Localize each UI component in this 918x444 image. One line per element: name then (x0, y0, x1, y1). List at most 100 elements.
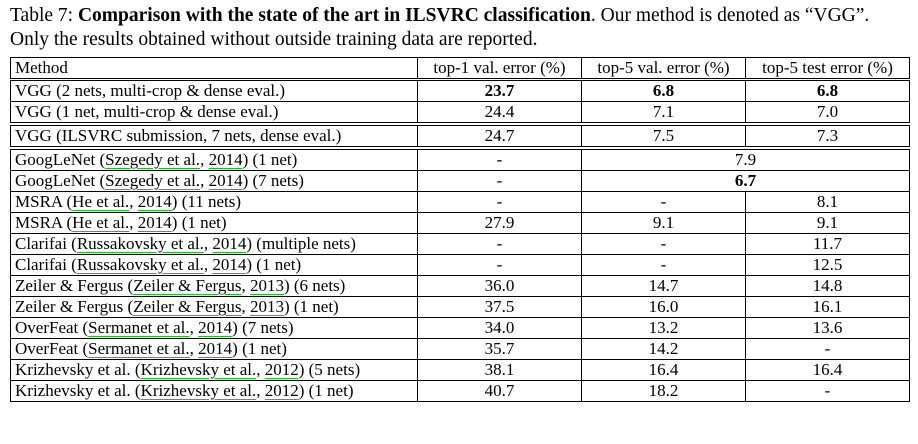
citation: 2012 (264, 360, 299, 379)
table-row: OverFeat (Sermanet et al., 2014) (7 nets… (10, 317, 910, 339)
citation: 2012 (264, 381, 299, 400)
method-cell: MSRA (He et al., 2014) (1 net) (10, 212, 418, 234)
citation: Russakovsky et al. (76, 255, 204, 274)
caption: Table 7: Comparison with the state of th… (10, 4, 910, 52)
value-cell: 6.8 (581, 78, 746, 102)
value-cell: - (745, 380, 910, 402)
table-row: MSRA (He et al., 2014) (11 nets) - -8.1 (10, 191, 910, 213)
header-row: Method top-1 val. error (%) top-5 val. err… (10, 57, 910, 80)
citation: Szegedy et al. (105, 150, 201, 169)
method-cell: VGG (ILSVRC submission, 7 nets, dense ev… (10, 122, 418, 149)
method-text: MSRA ( (15, 192, 73, 211)
value-cell: 7.3 (745, 122, 910, 149)
table-row: VGG (1 net, multi-crop & dense eval.) 24.… (10, 101, 910, 125)
value-cell: 13.6 (745, 317, 910, 339)
citation: 2014 (212, 234, 247, 253)
table-row: VGG (ILSVRC submission, 7 nets, dense ev… (10, 122, 910, 149)
value-cell: 24.4 (417, 101, 582, 125)
value-cell: - (417, 146, 582, 171)
citation: 2014 (208, 171, 243, 190)
header-cell: top-5 test error (%) (745, 57, 910, 80)
method-text: ) (1 net) (283, 297, 339, 316)
method-text: Krizhevsky et al. ( (15, 360, 141, 379)
method-text: MSRA ( (15, 213, 73, 232)
method-text: ) (7 nets) (242, 171, 304, 190)
method-cell: VGG (2 nets, multi-crop & dense eval.) (10, 78, 418, 102)
value-cell: - (581, 233, 746, 255)
header-cell: top-1 val. error (%) (417, 57, 582, 80)
citation: Krizhevsky et al. (140, 360, 257, 379)
citation: 2014 (198, 318, 233, 337)
method-text: OverFeat ( (15, 339, 89, 358)
method-text: VGG (2 nets, multi-crop & dense eval.) (15, 81, 286, 100)
method-text: Clarifai ( (15, 255, 77, 274)
method-cell: GoogLeNet (Szegedy et al., 2014) (7 nets… (10, 170, 418, 192)
value-cell: 27.9 (417, 212, 582, 234)
method-text: , (241, 276, 250, 295)
value-cell: 6.8 (745, 78, 910, 102)
table-row: OverFeat (Sermanet et al., 2014) (1 net)… (10, 338, 910, 360)
method-cell: VGG (1 net, multi-crop & dense eval.) (10, 101, 418, 125)
method-text: VGG (ILSVRC submission, 7 nets, dense ev… (15, 126, 342, 145)
value-cell: 7.9 (581, 146, 910, 171)
value-cell: 9.1 (745, 212, 910, 234)
citation: Sermanet et al. (88, 339, 190, 358)
table-row: Zeiler & Fergus (Zeiler & Fergus, 2013) … (10, 296, 910, 318)
value-cell: 16.1 (745, 296, 910, 318)
method-cell: Clarifai (Russakovsky et al., 2014) (mul… (10, 233, 418, 255)
method-text: Krizhevsky et al. ( (15, 381, 141, 400)
caption-text: . Our method is denoted as “VGG”. Only t… (10, 5, 870, 50)
citation: Zeiler & Fergus (133, 297, 242, 316)
table-row: Clarifai (Russakovsky et al., 2014) (1 n… (10, 254, 910, 276)
method-text: OverFeat ( (15, 318, 89, 337)
method-text: , (256, 381, 265, 400)
method-text: ) (11 nets) (171, 192, 242, 211)
header-cell: top-5 val. error (%) (581, 57, 746, 80)
citation: Szegedy et al. (105, 171, 201, 190)
method-cell: Clarifai (Russakovsky et al., 2014) (1 n… (10, 254, 418, 276)
value-cell: 13.2 (581, 317, 746, 339)
value-cell: - (417, 233, 582, 255)
value-cell: 9.1 (581, 212, 746, 234)
citation: He et al. (72, 192, 130, 211)
method-cell: MSRA (He et al., 2014) (11 nets) (10, 191, 418, 213)
method-text: , (203, 255, 213, 274)
method-cell: OverFeat (Sermanet et al., 2014) (7 nets… (10, 317, 418, 339)
method-text: ) (5 nets) (298, 360, 361, 379)
value-cell: - (581, 191, 746, 213)
method-text: GoogLeNet ( (15, 171, 106, 190)
table-row: Clarifai (Russakovsky et al., 2014) (mul… (10, 233, 910, 255)
citation: 2013 (249, 297, 284, 316)
citation: 2014 (208, 150, 243, 169)
method-text: , (200, 171, 209, 190)
value-cell: 18.2 (581, 380, 746, 402)
header-cell: Method (10, 57, 418, 80)
value-cell: - (581, 254, 746, 276)
citation: Zeiler & Fergus (133, 276, 242, 295)
method-text: , (129, 213, 138, 232)
value-cell: 11.7 (745, 233, 910, 255)
value-cell: - (745, 338, 910, 360)
table-row: Zeiler & Fergus (Zeiler & Fergus, 2013) … (10, 275, 910, 297)
method-text: ) (6 nets) (283, 276, 346, 295)
citation: He et al. (72, 213, 130, 232)
method-text: Zeiler & Fergus ( (15, 297, 134, 316)
value-cell: 16.4 (745, 359, 910, 381)
method-cell: Zeiler & Fergus (Zeiler & Fergus, 2013) … (10, 275, 418, 297)
value-cell: - (417, 170, 582, 192)
value-cell: 14.2 (581, 338, 746, 360)
value-cell: 8.1 (745, 191, 910, 213)
method-text: , (203, 234, 213, 253)
method-text: Zeiler & Fergus ( (15, 276, 134, 295)
citation: 2014 (212, 255, 247, 274)
value-cell: - (417, 191, 582, 213)
value-cell: - (417, 254, 582, 276)
caption-label: Table 7: (10, 5, 74, 26)
method-text: ) (1 net) (298, 381, 354, 400)
citation: 2014 (137, 192, 172, 211)
method-text: Clarifai ( (15, 234, 77, 253)
value-cell: 6.7 (581, 170, 910, 192)
method-cell: Krizhevsky et al. (Krizhevsky et al., 20… (10, 380, 418, 402)
value-cell: 16.0 (581, 296, 746, 318)
